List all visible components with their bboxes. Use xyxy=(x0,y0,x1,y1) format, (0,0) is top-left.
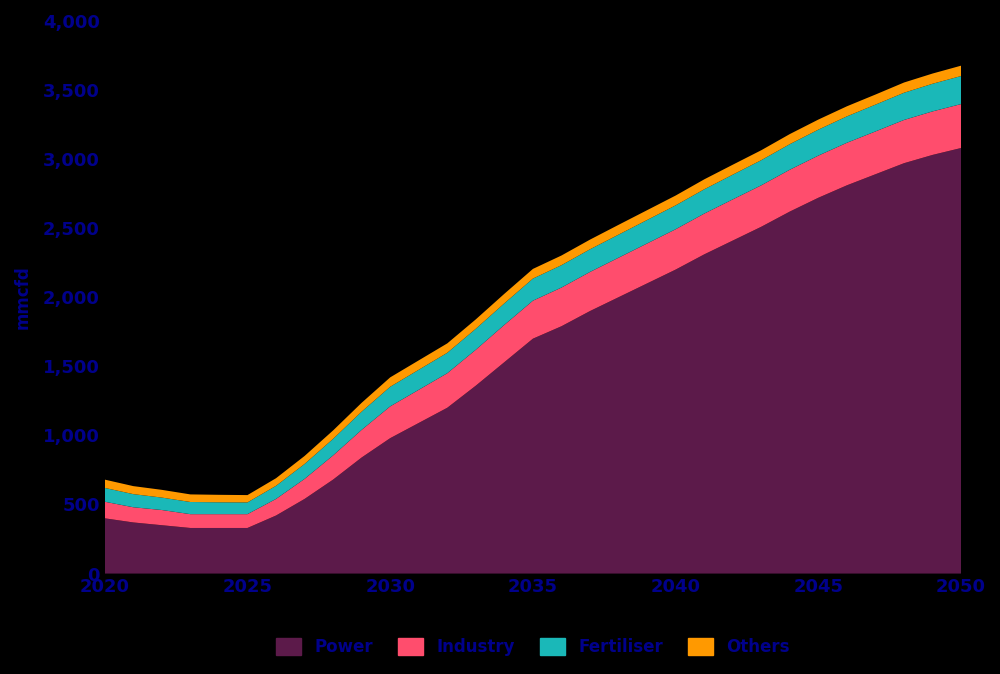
Y-axis label: mmcfd: mmcfd xyxy=(14,266,32,329)
Legend: Power, Industry, Fertiliser, Others: Power, Industry, Fertiliser, Others xyxy=(269,632,796,663)
